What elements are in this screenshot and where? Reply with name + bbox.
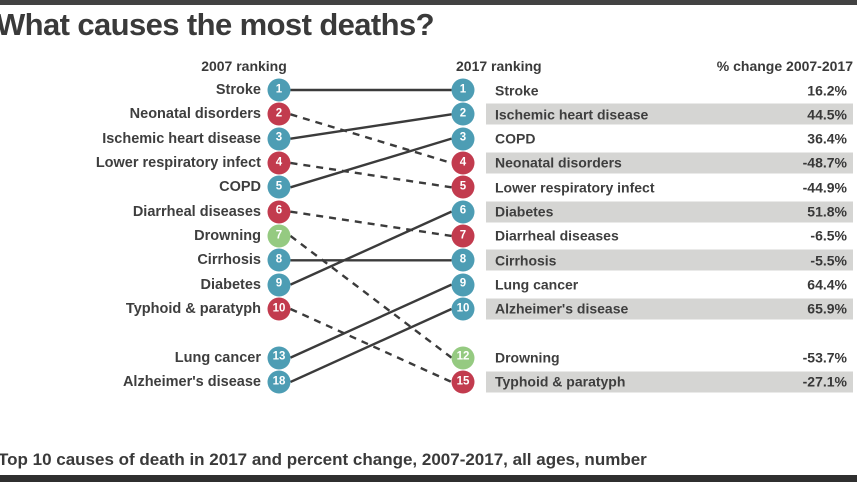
cause-label-2017: Lower respiratory infect [495,179,655,196]
rank-circle-2017: 6 [451,200,475,224]
rank-row-2017: Drowning -53.7% [486,347,853,368]
rank-circle-2017: 9 [451,273,475,297]
column-header-pct-change: % change 2007-2017 [716,58,853,74]
rank-circle-2017: 8 [451,248,475,272]
cause-label-2007: Diabetes [200,276,261,293]
cause-label-2007: Cirrhosis [197,252,261,269]
column-header-2007: 2007 ranking [201,58,287,74]
cause-label-2017: Drowning [495,349,560,366]
cause-label-2017: Diabetes [495,203,554,220]
rank-circle-2007: 3 [267,127,291,151]
cause-label-2017: Neonatal disorders [495,154,622,171]
rank-circle-2017: 1 [451,78,475,102]
cause-label-2007: Lower respiratory infect [95,154,261,171]
rank-circle-2017: 15 [451,370,475,394]
rank-circle-2007: 4 [267,151,291,175]
rank-circle-2007: 8 [267,248,291,272]
rank-circle-2017: 12 [451,346,475,370]
pct-change-value: 16.2% [807,82,847,98]
rank-row-2017: Stroke 16.2% [486,80,853,101]
rank-connector-line-solid [290,113,452,140]
cause-label-2007: Neonatal disorders [129,106,261,123]
rank-connector-line-dashed [290,113,452,165]
page-title: What causes the most deaths? [0,7,435,42]
cause-label-2007: Alzheimer's disease [122,373,261,390]
pct-change-value: -53.7% [802,349,847,366]
rank-circle-2007: 13 [267,346,291,370]
rank-connector-line-dashed [290,307,452,384]
cause-label-2017: COPD [495,130,536,147]
rank-circle-2017: 2 [451,102,475,126]
top-border-bar [0,0,857,5]
bottom-border-bar [0,475,857,482]
rank-circle-2007: 10 [267,297,291,321]
rank-row-2017: Lower respiratory infect -44.9% [486,177,853,198]
rank-connector-line-solid [290,210,452,286]
rank-row-2017: Typhoid & paratyph -27.1% [486,371,853,393]
rank-connector-line-solid [290,137,452,189]
rank-row-2017: COPD 36.4% [486,128,853,149]
rank-circle-2017: 10 [451,297,475,321]
rank-circle-2007: 6 [267,200,291,224]
rank-circle-2007: 18 [267,370,291,394]
rank-row-2017: Alzheimer's disease 65.9% [486,298,853,320]
pct-change-value: 65.9% [807,300,847,317]
column-header-2017: 2017 ranking [456,58,542,74]
rank-connector-line-dashed [290,161,452,189]
cause-label-2017: Cirrhosis [495,252,557,269]
cause-label-2007: COPD [219,179,261,196]
pct-change-value: -48.7% [802,154,847,171]
pct-change-value: 36.4% [807,130,847,147]
rank-circle-2017: 4 [451,151,475,175]
cause-label-2007: Stroke [215,82,261,98]
cause-label-2007: Diarrheal diseases [132,203,261,220]
rank-connector-line-solid [290,283,452,359]
rank-row-2017: Diarrheal diseases -6.5% [486,225,853,246]
rank-circle-2007: 2 [267,102,291,126]
rank-circle-2017: 3 [451,127,475,151]
rank-row-2017: Diabetes 51.8% [486,201,853,223]
rank-row-2017: Cirrhosis -5.5% [486,249,853,271]
pct-change-value: 44.5% [807,106,847,123]
cause-label-2007: Ischemic heart disease [102,130,261,147]
pct-change-value: -44.9% [802,179,847,196]
rank-circle-2007: 7 [267,224,291,248]
rank-row-2017: Ischemic heart disease 44.5% [486,103,853,125]
cause-label-2017: Alzheimer's disease [495,300,629,317]
cause-label-2007: Drowning [194,227,261,244]
rank-connector-line-dashed [290,210,452,238]
rank-circle-2017: 7 [451,224,475,248]
pct-change-value: -27.1% [802,373,847,390]
rank-circle-2007: 9 [267,273,291,297]
chart-caption: Top 10 causes of death in 2017 and perce… [0,450,647,469]
cause-label-2007: Typhoid & paratyph [125,300,261,317]
pct-change-value: 64.4% [807,276,847,293]
rank-row-2017: Lung cancer 64.4% [486,274,853,295]
pct-change-value: -5.5% [810,252,847,269]
cause-label-2017: Typhoid & paratyph [495,373,626,390]
rank-row-2017: Neonatal disorders -48.7% [486,152,853,174]
rank-connector-line-solid [290,307,452,384]
rank-circle-2007: 1 [267,78,291,102]
cause-label-2017: Lung cancer [495,276,579,293]
pct-change-value: -6.5% [810,227,847,244]
pct-change-value: 51.8% [807,203,847,220]
cause-label-2017: Diarrheal diseases [495,227,619,244]
rank-circle-2017: 5 [451,175,475,199]
cause-label-2007: Lung cancer [174,349,261,366]
cause-label-2017: Stroke [495,82,539,98]
cause-label-2017: Ischemic heart disease [495,106,649,123]
rank-circle-2007: 5 [267,175,291,199]
